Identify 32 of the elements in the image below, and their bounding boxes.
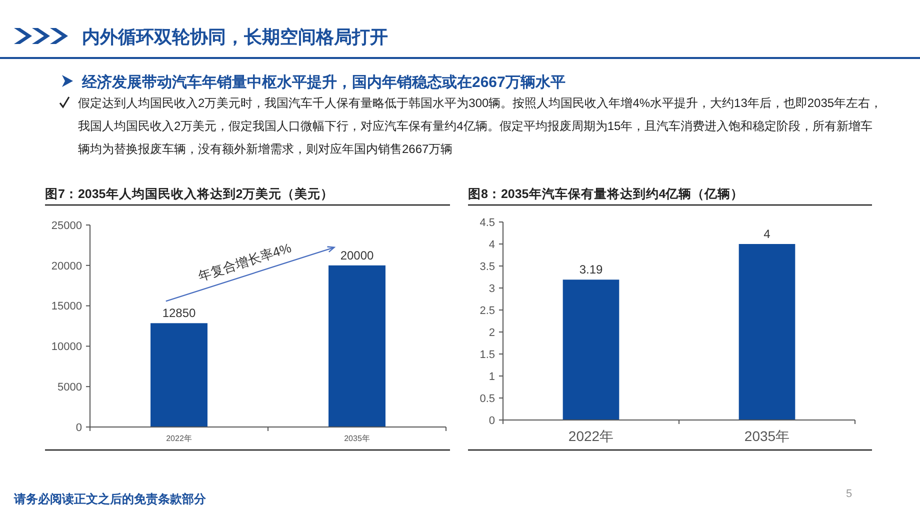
text: 假定达到人均国民收入2万美元时，我国汽车千人保有量略低于韩国水平为300辆。按照人均国民收入年增4%水平提升，大约13年后，也即2035年左右，我国人均国民收入2万美元，假定我国人口微幅下行，对应汽车保有量约4亿辆。假定平均报废周期为15年，且汽车消费进入饱和稳定阶段，所有新增车辆均为替换报废车辆，没有额外新增需求，则对应年国内销售2667万辆 (78, 95, 883, 158)
y-tick-label: 5000 (58, 381, 82, 394)
x-tick-label: 2022年 (568, 428, 614, 444)
text: 请务必阅读正文之后的免责条款部分 (13, 492, 207, 506)
text: 经济发展带动汽车年销量中枢水平提升，国内年销稳态或在2667万辆水平 (81, 73, 566, 91)
y-tick-label: 0 (488, 414, 495, 427)
text: 内外循环双轮协同，长期空间格局打开 (82, 27, 388, 47)
y-tick-label: 0 (76, 422, 82, 434)
annotation: 年复合增长率4% (196, 240, 294, 284)
y-tick-label: 1.5 (480, 348, 495, 361)
y-tick-label: 0.5 (480, 392, 495, 405)
y-tick-label: 4 (488, 238, 495, 251)
x-tick-label: 2035年 (344, 434, 370, 443)
chart-title: 图7：2035年人均国民收入将达到2万美元（美元） (45, 186, 334, 201)
x-tick-label: 2022年 (166, 434, 192, 443)
y-tick-label: 3 (488, 282, 495, 295)
data-label: 4 (764, 227, 771, 241)
y-tick-label: 2.5 (480, 304, 495, 317)
data-label: 20000 (340, 248, 374, 262)
y-tick-label: 25000 (51, 220, 82, 232)
y-tick-label: 20000 (51, 260, 82, 272)
y-tick-label: 3.5 (480, 260, 495, 273)
y-tick-label: 2 (488, 326, 495, 339)
data-label: 3.19 (579, 262, 603, 277)
y-tick-label: 15000 (51, 300, 82, 313)
data-label: 12850 (162, 306, 196, 320)
x-tick-label: 2035年 (744, 428, 790, 444)
y-tick-label: 10000 (51, 341, 82, 354)
y-tick-label: 1 (488, 370, 495, 383)
text: 5 (846, 488, 852, 500)
chart-title: 图8：2035年汽车保有量将达到约4亿辆（亿辆） (468, 186, 744, 201)
y-tick-label: 4.5 (480, 216, 495, 229)
